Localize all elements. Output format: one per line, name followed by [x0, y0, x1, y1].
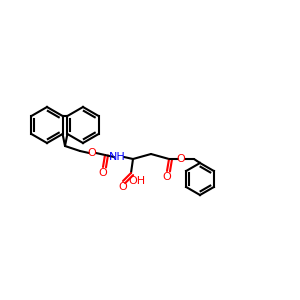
Text: O: O: [88, 148, 96, 158]
Text: O: O: [99, 168, 107, 178]
Text: O: O: [177, 154, 185, 164]
Text: NH: NH: [109, 152, 125, 162]
Text: O: O: [163, 172, 171, 182]
Text: OH: OH: [128, 176, 146, 186]
Text: O: O: [118, 182, 127, 192]
